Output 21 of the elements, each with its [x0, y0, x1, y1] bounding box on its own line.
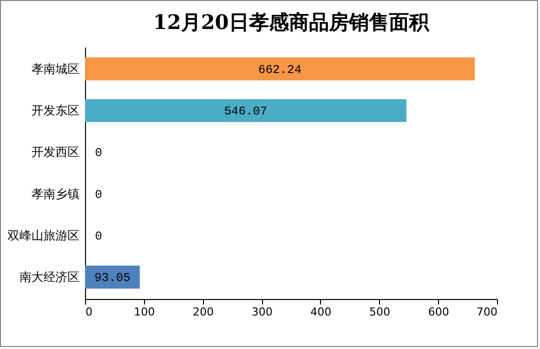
x-tick-label: 0 — [86, 306, 92, 318]
y-tick-label: 双峰山旅游区 — [8, 228, 80, 242]
x-tick-label: 200 — [192, 306, 214, 318]
y-tick-label: 开发东区 — [32, 104, 80, 118]
data-label: 0 — [95, 146, 102, 160]
x-tick-label: 600 — [428, 306, 450, 318]
chart-title: 12月20日孝感商品房销售面积 — [153, 10, 430, 34]
y-tick-label: 开发西区 — [32, 145, 80, 160]
y-tick-label: 南大经济区 — [20, 270, 80, 284]
data-label: 93.05 — [94, 271, 130, 286]
x-tick-label: 500 — [369, 306, 390, 318]
data-label: 546.07 — [224, 104, 268, 119]
data-label: 0 — [95, 188, 102, 202]
x-tick-label: 400 — [310, 306, 332, 318]
data-label: 662.24 — [258, 62, 302, 77]
x-tick-label: 100 — [134, 306, 155, 318]
x-tick-label: 700 — [476, 306, 498, 318]
x-tick-label: 300 — [252, 306, 273, 318]
y-tick-label: 孝南城区 — [32, 62, 80, 76]
y-tick-label: 孝南乡镇 — [32, 186, 80, 201]
data-label: 0 — [95, 229, 102, 244]
